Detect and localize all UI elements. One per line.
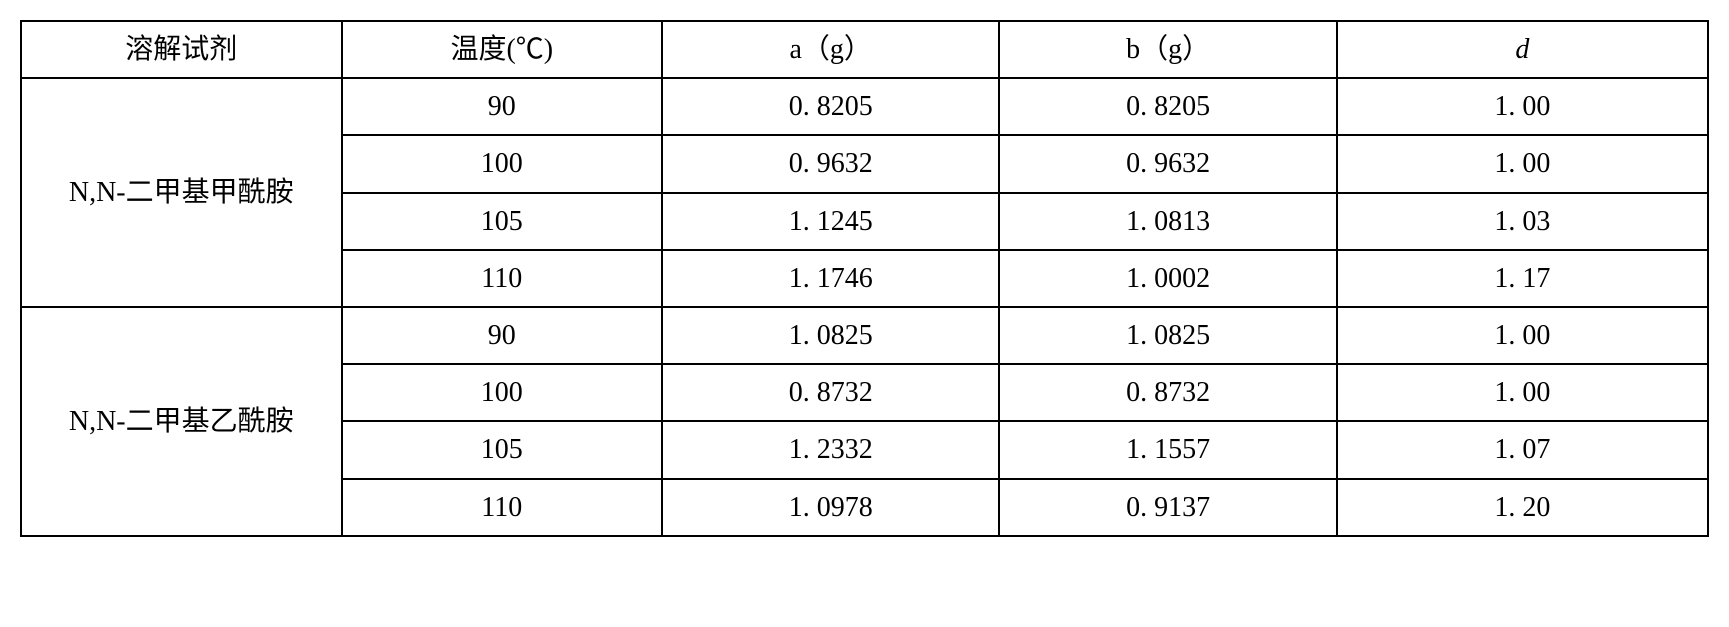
a-cell: 1. 2332 <box>662 421 999 478</box>
b-cell: 0. 9137 <box>999 479 1336 536</box>
temp-cell: 105 <box>342 193 663 250</box>
b-cell: 0. 8205 <box>999 78 1336 135</box>
a-cell: 0. 8205 <box>662 78 999 135</box>
header-temperature: 温度(℃) <box>342 21 663 78</box>
temp-cell: 110 <box>342 479 663 536</box>
d-cell: 1. 17 <box>1337 250 1708 307</box>
header-a: a（g） <box>662 21 999 78</box>
d-cell: 1. 00 <box>1337 364 1708 421</box>
b-cell: 1. 1557 <box>999 421 1336 478</box>
a-cell: 0. 8732 <box>662 364 999 421</box>
solvent-cell: N,N-二甲基甲酰胺 <box>21 78 342 307</box>
d-cell: 1. 07 <box>1337 421 1708 478</box>
table-row: N,N-二甲基甲酰胺 90 0. 8205 0. 8205 1. 00 <box>21 78 1708 135</box>
d-cell: 1. 00 <box>1337 135 1708 192</box>
a-cell: 1. 1746 <box>662 250 999 307</box>
b-cell: 0. 9632 <box>999 135 1336 192</box>
header-d: d <box>1337 21 1708 78</box>
b-cell: 1. 0825 <box>999 307 1336 364</box>
table-row: N,N-二甲基乙酰胺 90 1. 0825 1. 0825 1. 00 <box>21 307 1708 364</box>
d-cell: 1. 03 <box>1337 193 1708 250</box>
temp-cell: 100 <box>342 135 663 192</box>
solubility-table: 溶解试剂 温度(℃) a（g） b（g） d N,N-二甲基甲酰胺 90 0. … <box>20 20 1709 537</box>
d-cell: 1. 00 <box>1337 78 1708 135</box>
a-cell: 1. 0978 <box>662 479 999 536</box>
temp-cell: 90 <box>342 78 663 135</box>
a-cell: 0. 9632 <box>662 135 999 192</box>
temp-cell: 100 <box>342 364 663 421</box>
d-cell: 1. 20 <box>1337 479 1708 536</box>
temp-cell: 90 <box>342 307 663 364</box>
temp-cell: 105 <box>342 421 663 478</box>
b-cell: 1. 0813 <box>999 193 1336 250</box>
solvent-cell: N,N-二甲基乙酰胺 <box>21 307 342 536</box>
b-cell: 0. 8732 <box>999 364 1336 421</box>
a-cell: 1. 0825 <box>662 307 999 364</box>
temp-cell: 110 <box>342 250 663 307</box>
table-header-row: 溶解试剂 温度(℃) a（g） b（g） d <box>21 21 1708 78</box>
b-cell: 1. 0002 <box>999 250 1336 307</box>
a-cell: 1. 1245 <box>662 193 999 250</box>
d-cell: 1. 00 <box>1337 307 1708 364</box>
header-solvent: 溶解试剂 <box>21 21 342 78</box>
header-b: b（g） <box>999 21 1336 78</box>
